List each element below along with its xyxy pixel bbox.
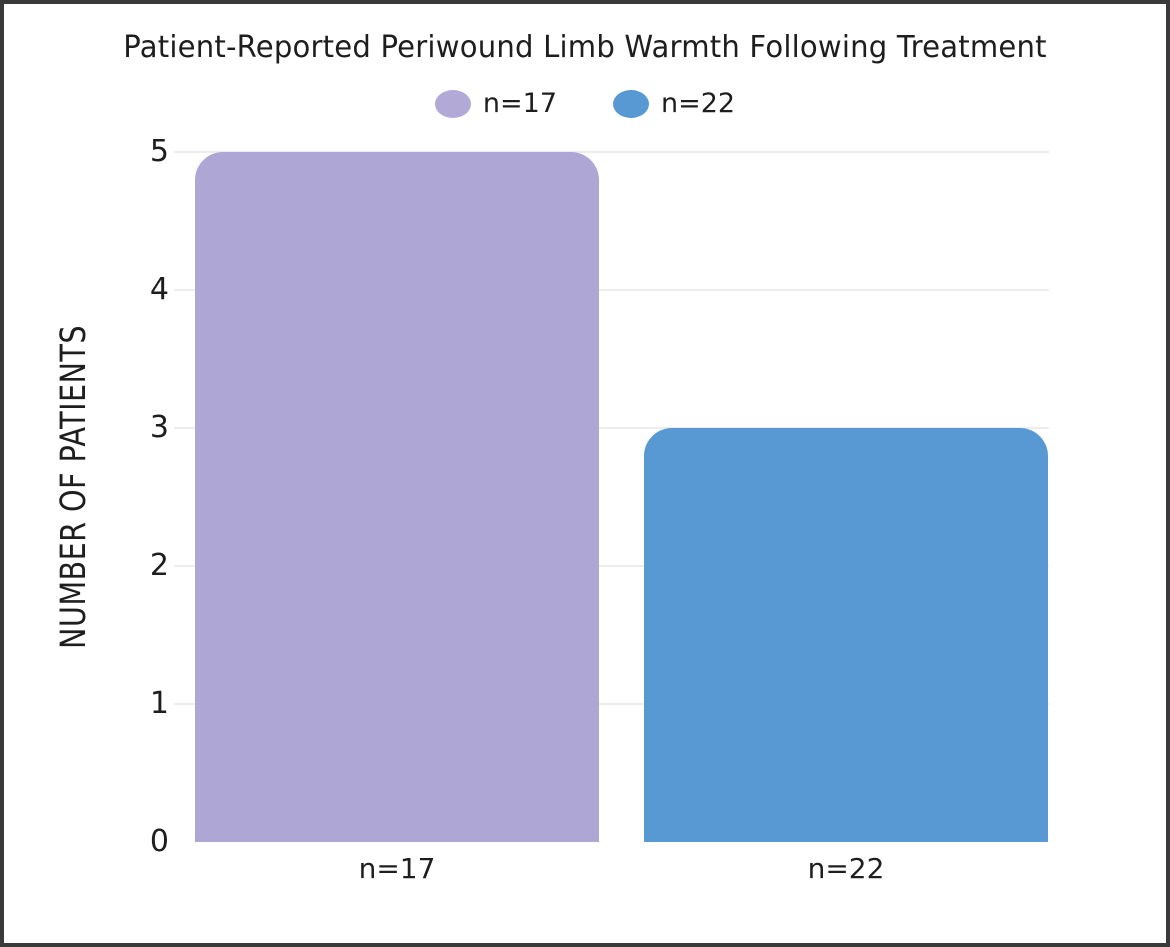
y-tick-label-3: 3 <box>149 410 169 445</box>
x-tick-label-n=22: n=22 <box>807 852 885 885</box>
gridline-y3 <box>174 427 1049 429</box>
gridline-y2 <box>174 565 1049 567</box>
legend-marker-icon <box>434 89 471 118</box>
chart-title: Patient-Reported Periwound Limb Warmth F… <box>123 30 1047 65</box>
legend-label: n=17 <box>482 88 557 119</box>
gridline-y5 <box>174 151 1049 153</box>
y-tick-label-4: 4 <box>149 272 169 307</box>
legend-item-n=17: n=17 <box>434 88 557 119</box>
gridline-y1 <box>174 703 1049 705</box>
gridline-y4 <box>174 289 1049 291</box>
y-tick-label-0: 0 <box>149 824 169 859</box>
legend-label: n=22 <box>661 88 736 119</box>
y-axis-title: NUMBER OF PATIENTS <box>54 325 94 649</box>
bar-n=22 <box>644 428 1048 842</box>
legend-item-n=22: n=22 <box>613 88 735 119</box>
legend-marker-icon <box>613 89 649 118</box>
y-tick-label-5: 5 <box>149 134 169 169</box>
bar-n=17 <box>195 152 599 842</box>
y-tick-label-2: 2 <box>149 548 169 583</box>
y-tick-label-1: 1 <box>149 686 169 721</box>
legend: n=17 n=22 <box>4 88 1166 119</box>
x-tick-label-n=17: n=17 <box>358 852 436 885</box>
